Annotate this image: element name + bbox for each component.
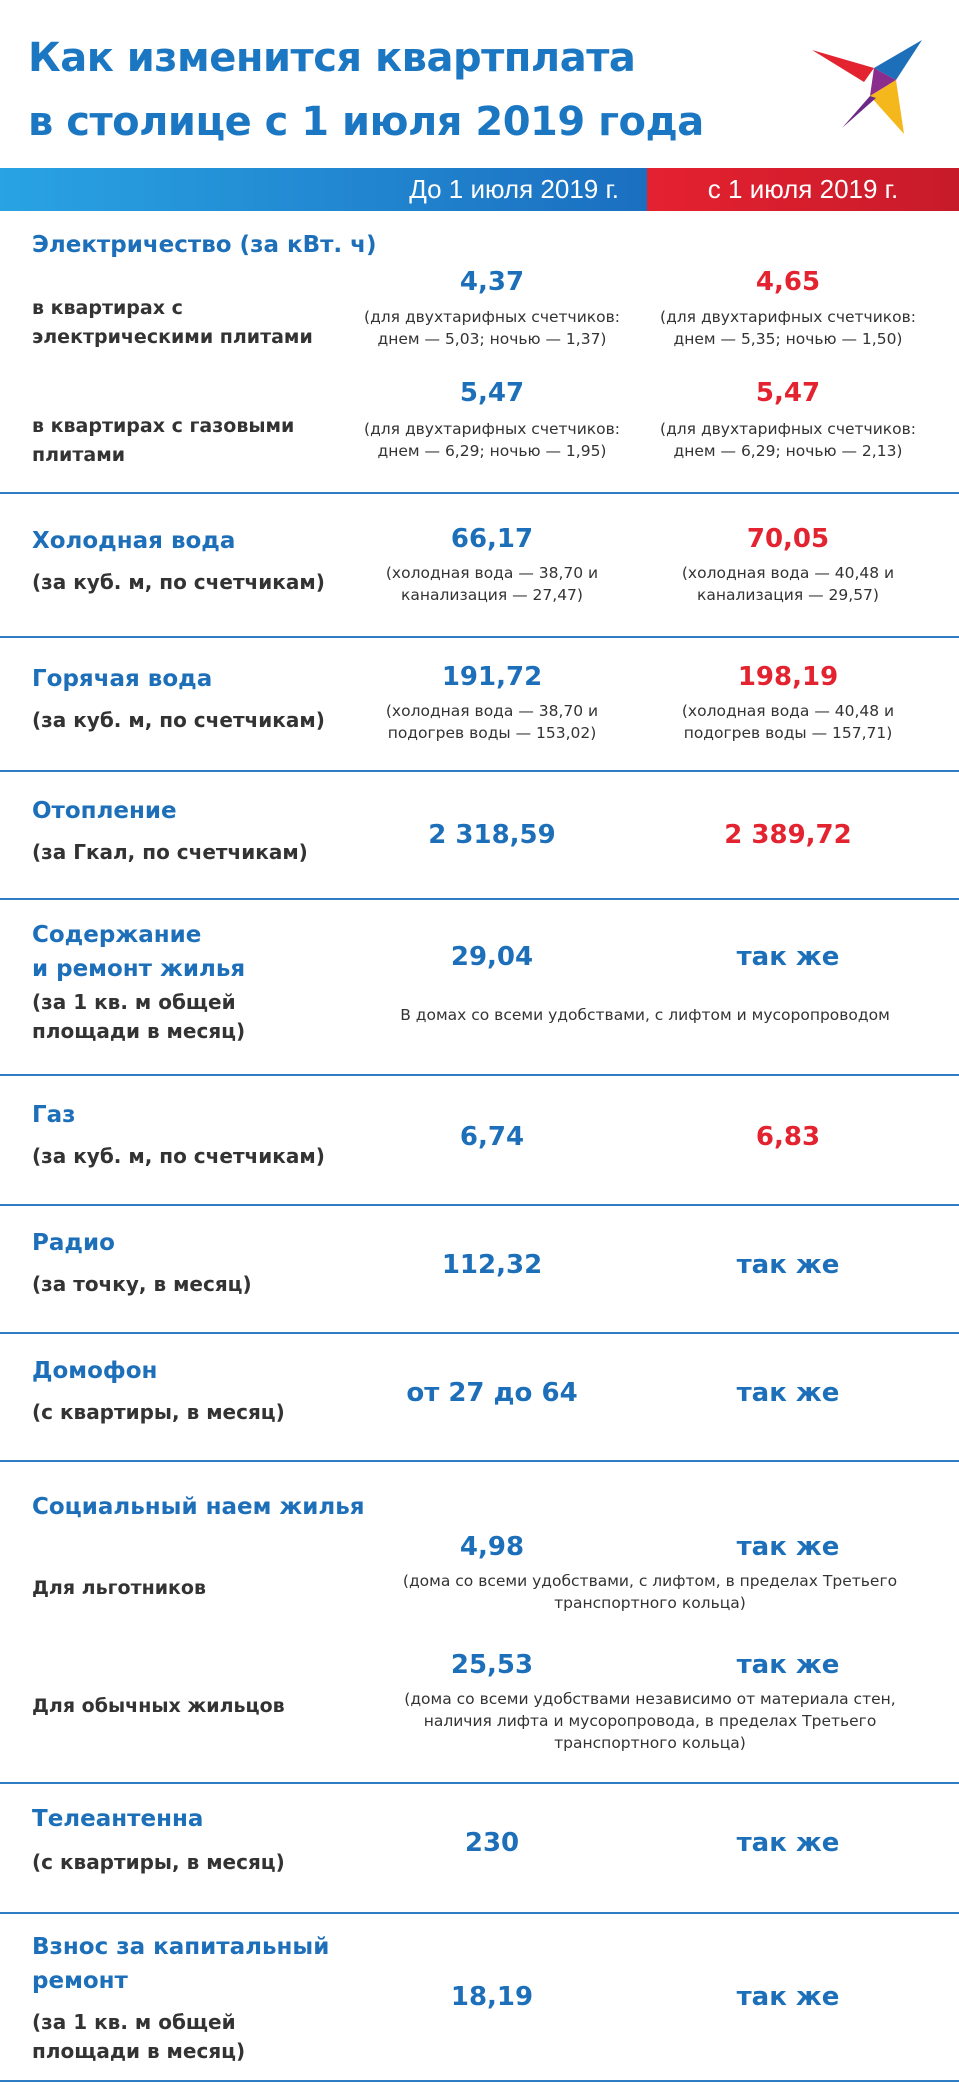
social-rent-regular-note-line-3: транспортного кольца) [554, 1734, 746, 1752]
intercom-sub: (с квартиры, в месяц) [32, 1400, 285, 1424]
antenna-sub: (с квартиры, в месяц) [32, 1850, 285, 1874]
page-title: Как изменится квартплата в столице с 1 и… [28, 26, 788, 154]
electricity-gas-before-note: (для двухтарифных счетчиков: днем — 6,29… [364, 420, 620, 460]
cold-water-title: Холодная вода [32, 528, 236, 554]
divider [0, 1332, 959, 1334]
heating-title: Отопление [32, 798, 177, 824]
divider [0, 1074, 959, 1076]
divider [0, 898, 959, 900]
electricity-title: Электричество (за кВт. ч) [32, 232, 377, 258]
radio-before: 112,32 [441, 1250, 543, 1280]
maintenance-title: Содержание и ремонт жилья [32, 918, 245, 986]
electricity-electric-before-note: (для двухтарифных счетчиков: днем — 5,03… [364, 308, 620, 348]
cold-water-before: 66,17 [450, 524, 534, 554]
social-rent-regular-before: 25,53 [450, 1650, 534, 1680]
social-rent-beneficiaries-before: 4,98 [459, 1532, 525, 1562]
social-rent-beneficiaries-note: (дома со всеми удобствами, с лифтом, в п… [380, 1570, 920, 1614]
maintenance-before: 29,04 [450, 942, 534, 972]
social-rent-regular-note: (дома со всеми удобствами независимо от … [380, 1688, 920, 1754]
hot-water-before-note: (холодная вода — 38,70 и подогрев воды —… [385, 702, 599, 742]
social-rent-beneficiaries-note-line-2: транспортного кольца) [554, 1594, 746, 1612]
maintenance-note: В домах со всеми удобствами, с лифтом и … [400, 1006, 890, 1024]
divider [0, 1782, 959, 1784]
hot-water-before: 191,72 [441, 662, 543, 692]
capital-repair-after: так же [736, 1982, 840, 2012]
antenna-before: 230 [464, 1828, 520, 1858]
electricity-gas-after: 5,47 [755, 378, 821, 408]
divider [0, 770, 959, 772]
radio-title: Радио [32, 1230, 115, 1256]
maintenance-title-line-1: Содержание [32, 922, 202, 948]
heating-after: 2 389,72 [724, 820, 852, 850]
antenna-title: Телеантенна [32, 1806, 204, 1832]
social-rent-title: Социальный наем жилья [32, 1494, 365, 1520]
capital-repair-sub: (за 1 кв. м общей площади в месяц) [32, 2008, 245, 2066]
capital-repair-sub-line-1: (за 1 кв. м общей [32, 2010, 236, 2034]
electricity-electric-after-note: (для двухтарифных счетчиков: днем — 5,35… [660, 308, 916, 348]
social-rent-beneficiaries-label: Для льготников [32, 1577, 206, 1599]
cold-water-sub: (за куб. м, по счетчикам) [32, 570, 325, 594]
electricity-electric-label: в квартирах с электрическими плитами [32, 297, 313, 348]
divider [0, 1912, 959, 1914]
heating-sub: (за Гкал, по счетчикам) [32, 840, 308, 864]
capital-repair-title: Взнос за капитальный ремонт [32, 1930, 329, 1998]
electricity-electric-before: 4,37 [459, 267, 525, 297]
hot-water-title: Горячая вода [32, 666, 213, 692]
cold-water-before-note: (холодная вода — 38,70 и канализация — 2… [385, 564, 599, 604]
page-title-line-2: в столице с 1 июля 2019 года [28, 99, 704, 145]
capital-repair-title-line-1: Взнос за капитальный [32, 1934, 330, 1960]
page-title-line-1: Как изменится квартплата [28, 35, 636, 81]
radio-after: так же [736, 1250, 840, 1280]
divider [0, 2080, 959, 2082]
social-rent-regular-after: так же [736, 1650, 840, 1680]
capital-repair-before: 18,19 [450, 1982, 534, 2012]
gas-before: 6,74 [459, 1122, 525, 1152]
social-rent-beneficiaries-after: так же [736, 1532, 840, 1562]
electricity-gas-after-note: (для двухтарифных счетчиков: днем — 6,29… [660, 420, 916, 460]
intercom-title: Домофон [32, 1358, 158, 1384]
column-header-band: До 1 июля 2019 г. с 1 июля 2019 г. [0, 168, 959, 211]
maintenance-sub-line-2: площади в месяц) [32, 1019, 246, 1043]
social-rent-beneficiaries-note-line-1: (дома со всеми удобствами, с лифтом, в п… [402, 1572, 898, 1590]
intercom-after: так же [736, 1378, 840, 1408]
divider [0, 1460, 959, 1462]
divider [0, 1204, 959, 1206]
cold-water-after-note: (холодная вода — 40,48 и канализация — 2… [681, 564, 895, 604]
social-rent-regular-note-line-1: (дома со всеми удобствами независимо от … [404, 1690, 896, 1708]
gas-after: 6,83 [755, 1122, 821, 1152]
maintenance-after: так же [736, 942, 840, 972]
hot-water-after: 198,19 [737, 662, 839, 692]
maintenance-sub-line-1: (за 1 кв. м общей [32, 990, 236, 1014]
maintenance-sub: (за 1 кв. м общей площади в месяц) [32, 988, 245, 1046]
intercom-before: от 27 до 64 [406, 1378, 578, 1408]
maintenance-title-line-2: и ремонт жилья [32, 956, 246, 982]
heating-before: 2 318,59 [428, 820, 556, 850]
cold-water-after: 70,05 [746, 524, 830, 554]
radio-sub: (за точку, в месяц) [32, 1272, 252, 1296]
hot-water-after-note: (холодная вода — 40,48 и подогрев воды —… [681, 702, 895, 742]
gas-title: Газ [32, 1102, 76, 1128]
capital-repair-title-line-2: ремонт [32, 1968, 128, 1994]
header-after: с 1 июля 2019 г. [647, 168, 959, 211]
social-rent-regular-label: Для обычных жильцов [32, 1695, 285, 1717]
divider [0, 492, 959, 494]
hot-water-sub: (за куб. м, по счетчикам) [32, 708, 325, 732]
electricity-gas-before: 5,47 [459, 378, 525, 408]
social-rent-regular-note-line-2: наличия лифта и мусоропровода, в предела… [423, 1712, 877, 1730]
header-before: До 1 июля 2019 г. [0, 168, 647, 211]
electricity-gas-label: в квартирах с газовыми плитами [32, 415, 295, 466]
gas-sub: (за куб. м, по счетчикам) [32, 1144, 325, 1168]
electricity-electric-after: 4,65 [755, 267, 821, 297]
bird-logo-icon [812, 40, 922, 134]
capital-repair-sub-line-2: площади в месяц) [32, 2039, 246, 2063]
antenna-after: так же [736, 1828, 840, 1858]
divider [0, 636, 959, 638]
